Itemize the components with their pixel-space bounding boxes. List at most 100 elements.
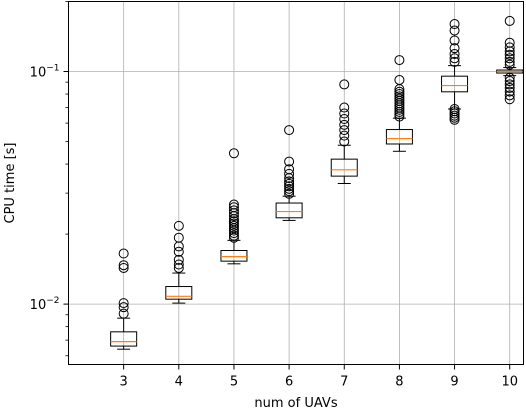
outlier-point	[228, 228, 239, 239]
outlier-point	[173, 259, 184, 270]
outlier-point	[173, 254, 184, 265]
box-body	[110, 331, 138, 347]
outlier-point	[284, 168, 295, 179]
box-group	[441, 19, 469, 125]
x-tick-label: 6	[285, 375, 293, 390]
outlier-point	[173, 220, 184, 231]
outlier-point	[449, 48, 460, 59]
outlier-point	[449, 25, 460, 36]
outlier-point	[284, 156, 295, 167]
outlier-point	[394, 55, 405, 66]
outlier-point	[118, 302, 129, 313]
outlier-point	[504, 53, 515, 64]
outlier-point	[504, 37, 515, 48]
outlier-point	[228, 216, 239, 227]
box-body	[441, 75, 469, 93]
outlier-point	[449, 103, 460, 114]
outlier-point	[504, 72, 515, 83]
plot-frame	[68, 1, 524, 365]
outlier-point	[228, 202, 239, 213]
outlier-point	[449, 106, 460, 117]
y-tick-label: 10−1	[30, 64, 60, 81]
outlier-point	[449, 35, 460, 46]
outlier-point	[228, 230, 239, 241]
outlier-point	[504, 59, 515, 70]
box-body	[275, 202, 303, 219]
outlier-point	[284, 178, 295, 189]
outlier-point	[339, 102, 350, 113]
outlier-point	[394, 89, 405, 100]
outlier-point	[339, 136, 350, 147]
outlier-point	[339, 119, 350, 130]
y-tick-label: 10−2	[30, 296, 60, 313]
x-tick-label: 7	[340, 375, 348, 390]
outlier-point	[118, 248, 129, 259]
y-axis-label: CPU time [s]	[3, 143, 18, 224]
outlier-point	[284, 186, 295, 197]
box-group	[385, 55, 413, 152]
outlier-point	[394, 91, 405, 102]
outlier-point	[118, 262, 129, 273]
x-tick-label: 8	[395, 375, 403, 390]
outlier-point	[228, 218, 239, 229]
outlier-point	[504, 90, 515, 101]
box-body	[220, 250, 248, 262]
box-series	[110, 15, 524, 350]
x-tick-label: 5	[230, 375, 238, 390]
box-group	[110, 248, 138, 350]
outlier-point	[228, 148, 239, 159]
box-group	[275, 125, 303, 221]
outlier-point	[118, 298, 129, 309]
outlier-point	[449, 108, 460, 119]
outlier-point	[284, 183, 295, 194]
y-tick-label-base: 10	[30, 298, 47, 313]
x-tick-label: 9	[450, 375, 458, 390]
x-tick-label: 3	[120, 375, 128, 390]
outlier-point	[228, 205, 239, 216]
outlier-point	[339, 79, 350, 90]
y-tick-label-base: 10	[30, 66, 47, 81]
outlier-point	[504, 15, 515, 26]
outlier-point	[339, 108, 350, 119]
outlier-point	[173, 246, 184, 257]
x-tick-label: 4	[175, 375, 183, 390]
y-tick-label-exponent: −2	[46, 296, 59, 306]
outlier-point	[118, 308, 129, 319]
outlier-point	[394, 86, 405, 97]
outlier-point	[504, 49, 515, 60]
y-tick-label-exponent: −1	[46, 64, 59, 74]
outlier-point	[449, 19, 460, 30]
outlier-point	[339, 125, 350, 136]
outlier-point	[504, 86, 515, 97]
outlier-point	[284, 176, 295, 187]
box-group	[330, 79, 358, 185]
y-axis-ticks: 10−210−1	[30, 1, 69, 357]
box-group	[220, 148, 248, 265]
box-body	[385, 129, 413, 145]
outlier-point	[449, 56, 460, 67]
outlier-point	[173, 262, 184, 273]
outlier-point	[504, 79, 515, 90]
x-axis-ticks: 3 4 5 6 7 8 9 10	[120, 364, 518, 390]
outlier-point	[339, 130, 350, 141]
outlier-point	[228, 220, 239, 231]
outlier-point	[449, 43, 460, 54]
outlier-point	[284, 164, 295, 175]
outlier-point	[504, 82, 515, 93]
box-group	[496, 15, 524, 105]
box-body	[330, 158, 358, 177]
box-body	[165, 286, 193, 300]
outlier-point	[504, 56, 515, 67]
outlier-point	[339, 113, 350, 124]
outlier-point	[504, 42, 515, 53]
outlier-point	[504, 94, 515, 105]
x-tick-label: 10	[501, 375, 518, 390]
box-group	[165, 220, 193, 304]
outlier-point	[449, 53, 460, 64]
outlier-point	[284, 181, 295, 192]
x-axis-label: num of UAVs	[254, 396, 337, 411]
outlier-point	[284, 188, 295, 199]
outlier-point	[284, 125, 295, 136]
